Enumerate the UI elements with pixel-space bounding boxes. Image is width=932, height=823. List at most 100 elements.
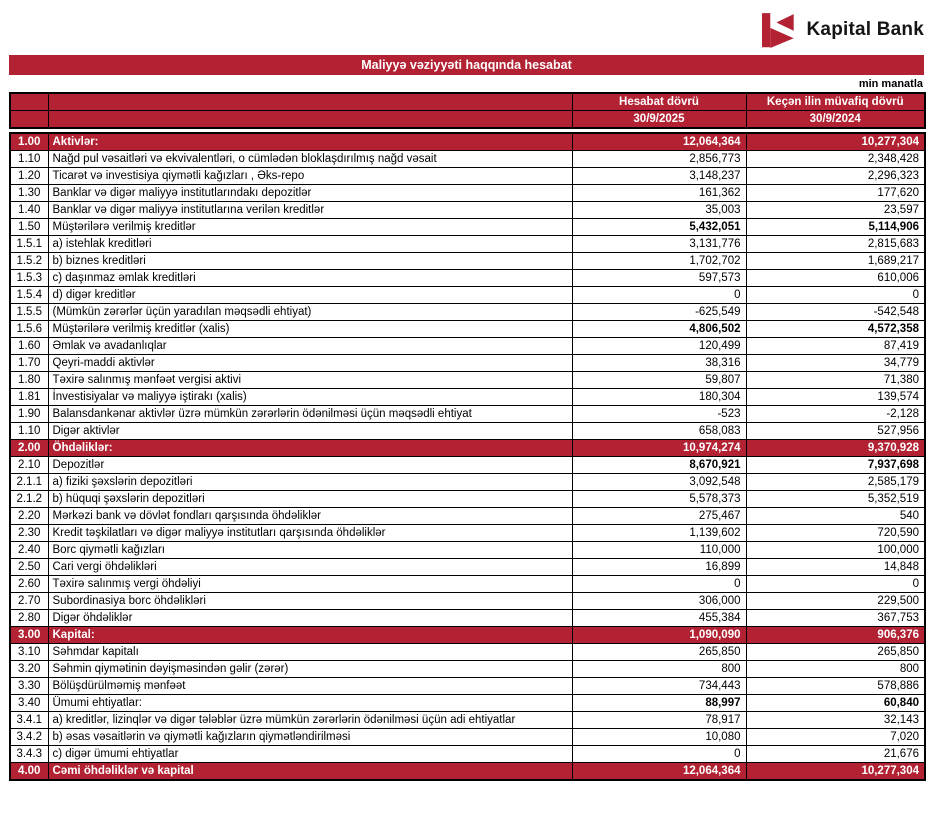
row-label: Əmlak və avadanlıqlar [47, 337, 573, 355]
table-row: 1.81 İnvestisiyalar və maliyyə iştirakı (… [9, 388, 926, 406]
row-value-current: 306,000 [571, 592, 747, 610]
row-number: 2.10 [9, 456, 49, 474]
row-number: 4.00 [9, 762, 49, 781]
table-row: 3.4.1 a) kreditlər, lizinqlər və digər tə… [9, 711, 926, 729]
row-value-current: 10,974,274 [571, 439, 747, 457]
header-row-date: 30/9/2025 30/9/2024 [9, 110, 926, 129]
row-value-previous: 5,352,519 [745, 490, 926, 508]
table-row: 3.4.3 c) digər ümumi ehtiyatlar 0 21,676 [9, 745, 926, 763]
row-label: Təxirə salınmış mənfəət vergisi aktivi [47, 371, 573, 389]
row-number: 2.60 [9, 575, 49, 593]
row-value-current: 597,573 [571, 269, 747, 287]
table-row: 2.1.2 b) hüquqi şəxslərin depozitləri 5,57… [9, 490, 926, 508]
row-number: 1.5.5 [9, 303, 49, 321]
row-number: 3.30 [9, 677, 49, 695]
row-value-previous: 229,500 [745, 592, 926, 610]
table-row: 1.40 Banklar və digər maliyyə institutlar… [9, 201, 926, 219]
table-row: 2.70 Subordinasiya borc öhdəlikləri 306,00… [9, 592, 926, 610]
row-number: 2.1.2 [9, 490, 49, 508]
row-value-current: 10,080 [571, 728, 747, 746]
row-value-current: 35,003 [571, 201, 747, 219]
row-label: (Mümkün zərərlər üçün yaradılan məqsədli… [47, 303, 573, 321]
row-label: Qeyri-maddi aktivlər [47, 354, 573, 372]
row-number: 1.5.4 [9, 286, 49, 304]
logo-wordmark: Kapital Bank [806, 19, 924, 40]
row-number: 1.81 [9, 388, 49, 406]
table-row: 3.00 Kapital: 1,090,090 906,376 [9, 626, 926, 644]
header-date-current: 30/9/2025 [571, 110, 747, 129]
row-label: b) biznes kreditləri [47, 252, 573, 270]
row-label: Ümumi ehtiyatlar: [47, 694, 573, 712]
row-value-previous: 7,937,698 [745, 456, 926, 474]
row-label: Banklar və digər maliyyə institutlarında… [47, 184, 573, 202]
row-number: 1.90 [9, 405, 49, 423]
row-label: Səhmin qiymətinin dəyişməsindən gəlir (z… [47, 660, 573, 678]
balance-table-body: 1.00 Aktivlər: 12,064,364 10,277,304 1.10 Nağ… [9, 132, 926, 781]
row-value-current: 78,917 [571, 711, 747, 729]
table-row: 2.00 Öhdəliklər: 10,974,274 9,370,928 [9, 439, 926, 457]
row-number: 2.50 [9, 558, 49, 576]
row-value-current: -523 [571, 405, 747, 423]
row-value-previous: -542,548 [745, 303, 926, 321]
row-number: 2.30 [9, 524, 49, 542]
table-row: 1.5.5 (Mümkün zərərlər üçün yaradılan məq… [9, 303, 926, 321]
row-value-current: 1,139,602 [571, 524, 747, 542]
row-value-previous: 906,376 [745, 626, 926, 644]
table-row: 2.1.1 a) fiziki şəxslərin depozitləri 3,09… [9, 473, 926, 491]
row-value-current: 5,432,051 [571, 218, 747, 236]
row-value-current: 120,499 [571, 337, 747, 355]
row-label: Səhmdar kapitalı [47, 643, 573, 661]
row-number: 1.5.1 [9, 235, 49, 253]
table-row: 2.60 Təxirə salınmış vergi öhdəliyi 0 0 [9, 575, 926, 593]
row-label: Digər öhdəliklər [47, 609, 573, 627]
row-value-previous: 2,348,428 [745, 150, 926, 168]
row-value-previous: 34,779 [745, 354, 926, 372]
kapital-bank-logo: Kapital Bank [761, 12, 925, 48]
row-value-current: 180,304 [571, 388, 747, 406]
row-value-previous: 4,572,358 [745, 320, 926, 338]
row-value-current: 88,997 [571, 694, 747, 712]
row-value-current: 3,092,548 [571, 473, 747, 491]
header-empty-num2 [9, 110, 49, 129]
row-label: Müştərilərə verilmiş kreditlər (xalis) [47, 320, 573, 338]
row-number: 2.20 [9, 507, 49, 525]
table-row: 2.50 Cari vergi öhdəlikləri 16,899 14,848 [9, 558, 926, 576]
table-row: 2.40 Borc qiymətli kağızları 110,000 100,00… [9, 541, 926, 559]
row-value-previous: 1,689,217 [745, 252, 926, 270]
row-value-previous: 2,585,179 [745, 473, 926, 491]
row-value-current: 455,384 [571, 609, 747, 627]
row-number: 1.20 [9, 167, 49, 185]
row-label: a) fiziki şəxslərin depozitləri [47, 473, 573, 491]
table-row: 3.30 Bölüşdürülməmiş mənfəət 734,443 578,88… [9, 677, 926, 695]
row-value-current: 12,064,364 [571, 132, 747, 151]
row-label: Borc qiymətli kağızları [47, 541, 573, 559]
header-period-current: Hesabat dövrü [571, 92, 747, 111]
table-row: 4.00 Cəmi öhdəliklər və kapital 12,064,364… [9, 762, 926, 781]
row-value-previous: 2,296,323 [745, 167, 926, 185]
header-row-period: Hesabat dövrü Keçən ilin müvafiq dövrü [9, 92, 926, 111]
row-value-previous: 23,597 [745, 201, 926, 219]
row-number: 1.00 [9, 132, 49, 151]
table-row: 3.40 Ümumi ehtiyatlar: 88,997 60,840 [9, 694, 926, 712]
row-number: 2.70 [9, 592, 49, 610]
row-number: 1.30 [9, 184, 49, 202]
table-row: 1.10 Digər aktivlər 658,083 527,956 [9, 422, 926, 440]
header-empty-label2 [47, 110, 573, 129]
row-label: Təxirə salınmış vergi öhdəliyi [47, 575, 573, 593]
row-label: d) digər kreditlər [47, 286, 573, 304]
table-row: 1.90 Balansdankənar aktivlər üzrə mümkün … [9, 405, 926, 423]
row-value-previous: 610,006 [745, 269, 926, 287]
row-label: Nağd pul vəsaitləri və ekvivalentləri, o… [47, 150, 573, 168]
row-label: b) əsas vəsaitlərin və qiymətli kağızlar… [47, 728, 573, 746]
row-label: Cəmi öhdəliklər və kapital [47, 762, 573, 781]
row-value-previous: 0 [745, 575, 926, 593]
row-label: a) istehlak kreditləri [47, 235, 573, 253]
row-label: a) kreditlər, lizinqlər və digər tələblə… [47, 711, 573, 729]
row-value-previous: 139,574 [745, 388, 926, 406]
row-value-current: 59,807 [571, 371, 747, 389]
row-value-previous: -2,128 [745, 405, 926, 423]
row-value-previous: 9,370,928 [745, 439, 926, 457]
row-value-current: 0 [571, 575, 747, 593]
row-value-previous: 2,815,683 [745, 235, 926, 253]
row-number: 1.10 [9, 422, 49, 440]
